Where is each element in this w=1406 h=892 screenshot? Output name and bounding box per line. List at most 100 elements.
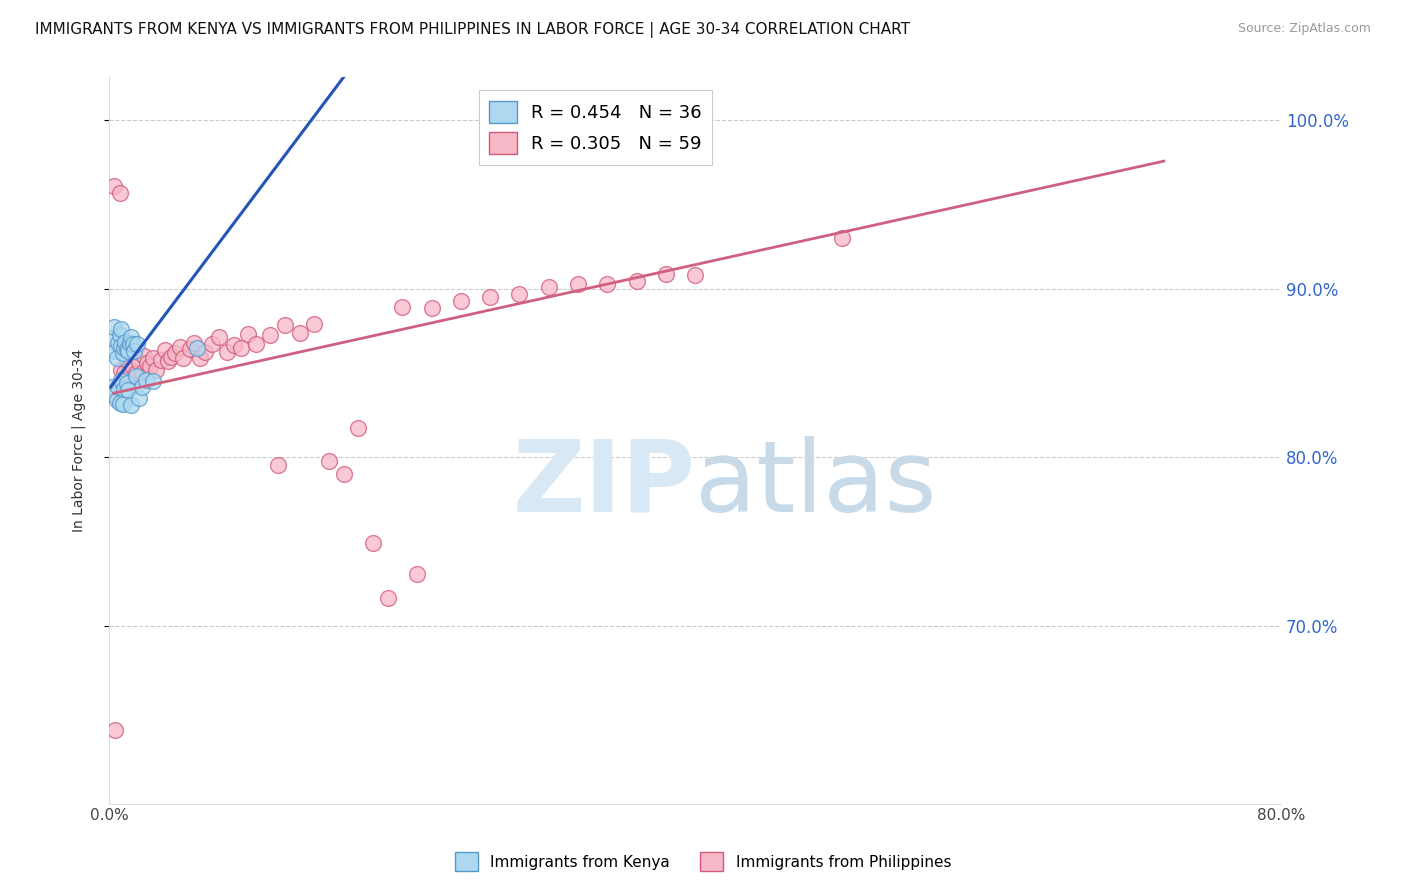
Point (104, 723, 127, 737)
Point (104, 344, 127, 359)
Point (245, 337, 267, 351)
Point (238, 327, 260, 342)
Point (110, 339, 132, 353)
Point (121, 337, 143, 351)
Point (567, 277, 589, 292)
Point (186, 341, 208, 355)
Point (172, 351, 194, 365)
Point (134, 349, 156, 363)
Point (831, 231, 853, 245)
Point (110, 363, 132, 377)
Point (179, 342, 201, 356)
Point (183, 336, 205, 351)
Point (479, 290, 502, 304)
Point (165, 346, 187, 360)
Point (508, 287, 530, 301)
Point (105, 351, 128, 366)
Point (153, 343, 176, 358)
Point (111, 397, 134, 411)
Point (361, 535, 384, 549)
Point (103, 179, 125, 194)
Point (100, 331, 122, 345)
Point (406, 566, 429, 581)
Point (111, 346, 134, 360)
Point (391, 300, 413, 314)
Point (169, 340, 191, 354)
Point (125, 368, 148, 383)
Point (120, 330, 142, 344)
Point (160, 351, 183, 365)
Point (626, 275, 648, 289)
Point (193, 345, 215, 359)
Point (318, 454, 340, 468)
Point (125, 366, 148, 380)
Text: IMMIGRANTS FROM KENYA VS IMMIGRANTS FROM PHILIPPINES IN LABOR FORCE | AGE 30-34 : IMMIGRANTS FROM KENYA VS IMMIGRANTS FROM… (35, 22, 910, 38)
Point (107, 336, 129, 351)
Point (108, 328, 131, 343)
Point (121, 359, 143, 374)
Y-axis label: In Labor Force | Age 30-34: In Labor Force | Age 30-34 (72, 349, 86, 533)
Point (101, 380, 124, 394)
Text: Source: ZipAtlas.com: Source: ZipAtlas.com (1237, 22, 1371, 36)
Point (115, 343, 138, 357)
Point (149, 353, 172, 368)
Point (135, 373, 157, 387)
Point (110, 373, 132, 387)
Point (131, 380, 153, 394)
Point (120, 364, 142, 378)
Legend: R = 0.454   N = 36, R = 0.305   N = 59: R = 0.454 N = 36, R = 0.305 N = 59 (478, 90, 713, 165)
Point (377, 591, 399, 605)
Point (117, 384, 139, 398)
Text: ZIP: ZIP (512, 435, 695, 533)
Point (122, 344, 145, 359)
Point (142, 374, 165, 388)
Point (208, 329, 231, 343)
Point (118, 336, 141, 351)
Point (118, 369, 141, 384)
Point (596, 277, 619, 291)
Point (537, 280, 560, 294)
Point (131, 366, 153, 380)
Point (115, 376, 138, 390)
Point (105, 393, 128, 408)
Point (108, 186, 131, 200)
Point (110, 322, 132, 336)
Point (288, 326, 311, 340)
Point (120, 398, 142, 412)
Point (142, 351, 165, 366)
Point (347, 421, 370, 435)
Point (117, 344, 139, 359)
Point (222, 338, 245, 352)
Point (128, 355, 150, 369)
Point (115, 353, 138, 368)
Point (450, 293, 472, 308)
Point (188, 351, 211, 366)
Point (267, 458, 290, 473)
Point (103, 320, 125, 334)
Point (107, 380, 129, 394)
Point (420, 301, 443, 315)
Point (112, 366, 135, 380)
Point (114, 335, 136, 350)
Point (112, 382, 135, 396)
Point (655, 267, 678, 281)
Point (145, 362, 167, 376)
Point (136, 356, 159, 370)
Legend: Immigrants from Kenya, Immigrants from Philippines: Immigrants from Kenya, Immigrants from P… (449, 847, 957, 877)
Point (127, 336, 149, 351)
Point (128, 392, 150, 406)
Point (201, 336, 224, 351)
Point (304, 318, 326, 332)
Point (683, 268, 706, 282)
Point (259, 328, 281, 343)
Text: atlas: atlas (695, 435, 936, 533)
Point (332, 467, 354, 481)
Point (112, 342, 135, 356)
Point (103, 387, 125, 401)
Point (274, 318, 297, 332)
Point (231, 341, 253, 355)
Point (139, 359, 162, 373)
Point (108, 396, 131, 410)
Point (156, 354, 179, 368)
Point (215, 344, 238, 359)
